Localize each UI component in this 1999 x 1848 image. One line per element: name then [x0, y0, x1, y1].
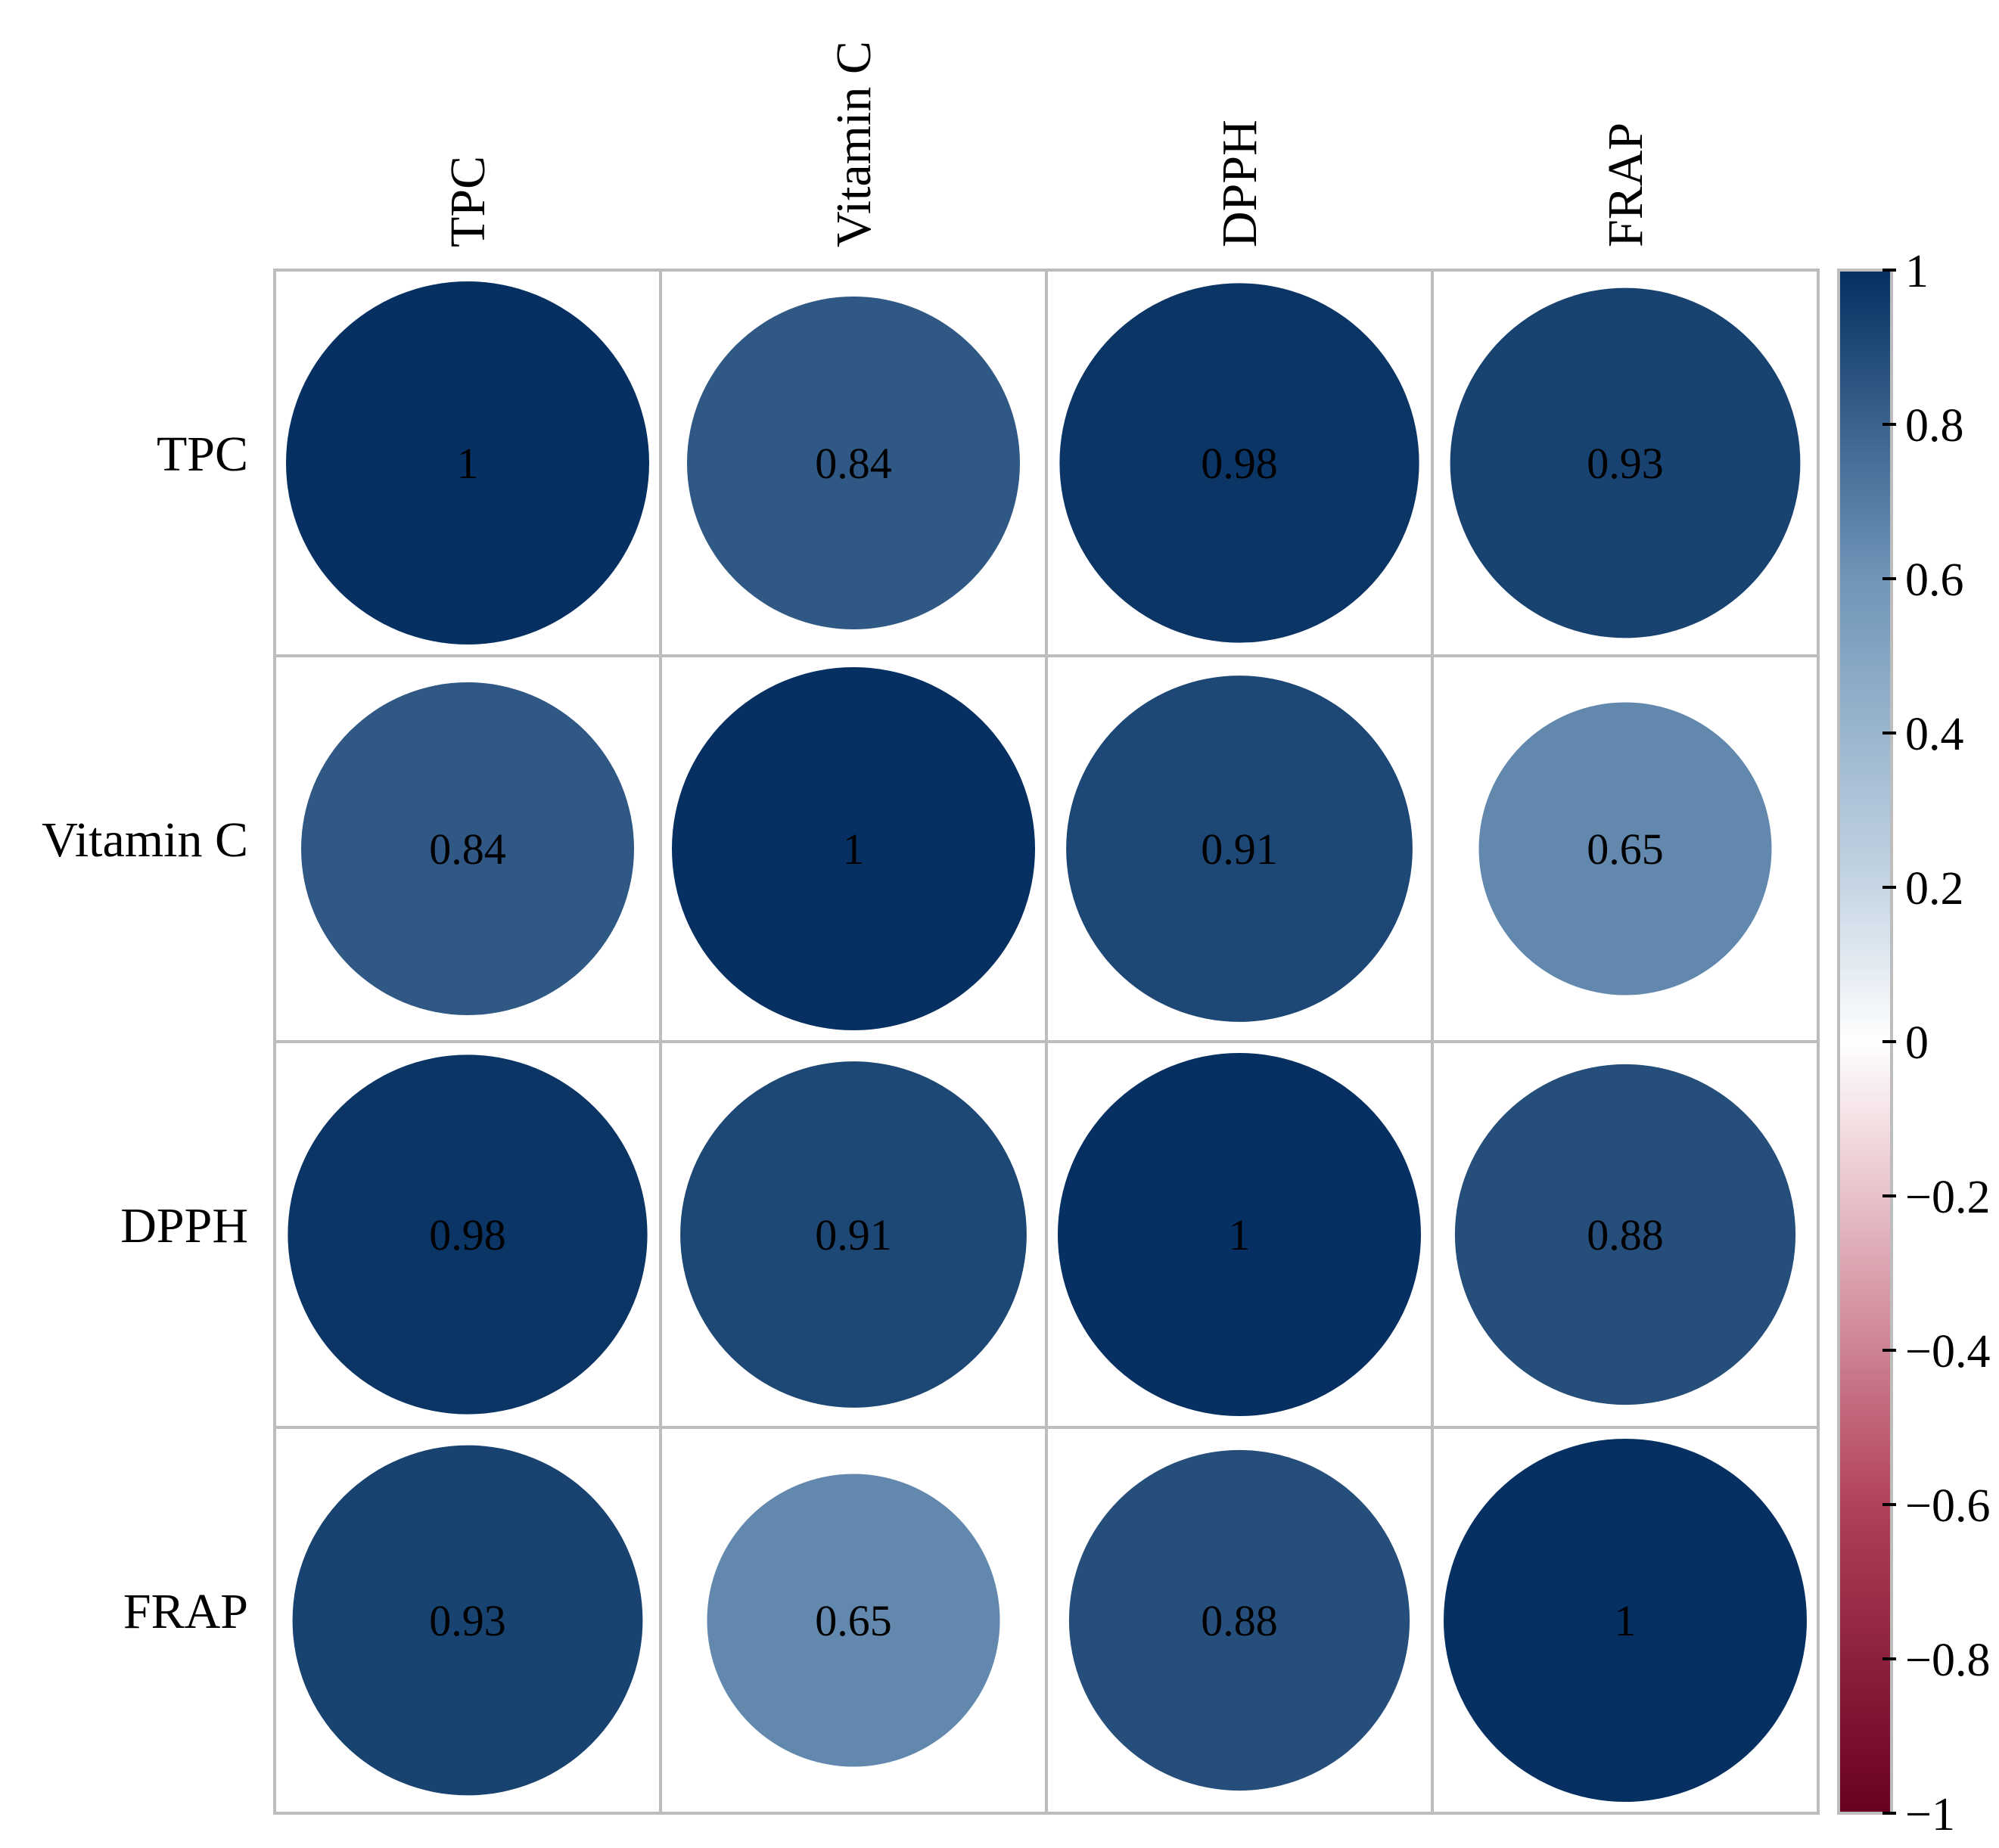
- column-label: Vitamin C: [826, 41, 881, 247]
- correlation-value-label: 1: [1229, 1210, 1251, 1259]
- correlation-circle: [1066, 676, 1413, 1022]
- colorbar-tick-label: −0.8: [1905, 1635, 1990, 1686]
- correlation-circle: [1059, 283, 1419, 643]
- correlation-marks: 1 0.84 0.98 0.93 0.84 1 0.91 0.65 0.98 0.91 1 0.88 0…: [286, 281, 1807, 1802]
- colorbar-tick-label: 0: [1905, 1017, 1929, 1069]
- correlation-circle: [707, 1474, 1000, 1767]
- correlation-circle: [288, 1054, 648, 1415]
- row-label: FRAP: [123, 1584, 248, 1639]
- row-label: DPPH: [120, 1198, 248, 1253]
- colorbar-tick-label: −0.2: [1905, 1172, 1990, 1223]
- column-labels: TPC Vitamin C DPPH FRAP: [440, 41, 1653, 247]
- correlation-value-label: 0.65: [815, 1596, 892, 1645]
- colorbar-tick-label: −0.6: [1905, 1480, 1990, 1532]
- plot-area: 1 0.84 0.98 0.93 0.84 1 0.91 0.65 0.98 0.91 1 0.88 0…: [42, 41, 1820, 1815]
- correlation-circle: [1450, 287, 1801, 638]
- grid: [273, 269, 1820, 1815]
- correlation-value-label: 0.91: [1201, 825, 1278, 874]
- column-label: DPPH: [1212, 120, 1267, 247]
- correlation-value-label: 0.88: [1201, 1596, 1278, 1645]
- colorbar-tick-label: 0.8: [1905, 400, 1964, 452]
- colorbar-tick-label: −0.4: [1905, 1326, 1990, 1377]
- correlation-circle: [680, 1061, 1027, 1408]
- row-label: TPC: [157, 427, 248, 482]
- row-labels: TPC Vitamin C DPPH FRAP: [42, 427, 248, 1639]
- correlation-circle: [687, 297, 1020, 629]
- correlation-circle: [286, 281, 649, 644]
- correlation-value-label: 0.65: [1587, 825, 1664, 874]
- row-label: Vitamin C: [42, 812, 248, 868]
- correlation-value-label: 0.84: [429, 825, 506, 874]
- colorbar-tick-label: −1: [1905, 1789, 1955, 1840]
- grid-cell: [1431, 1426, 1820, 1815]
- correlation-value-label: 0.93: [429, 1596, 506, 1645]
- correlation-circle: [1444, 1439, 1807, 1802]
- correlation-circle: [1068, 1449, 1410, 1791]
- correlation-circle: [1058, 1053, 1421, 1416]
- correlation-value-label: 1: [1615, 1596, 1637, 1645]
- correlation-value-label: 0.84: [815, 439, 892, 488]
- correlation-value-label: 1: [843, 825, 865, 874]
- correlation-circle: [301, 682, 634, 1015]
- correlation-value-label: 0.98: [429, 1210, 506, 1259]
- column-label: TPC: [440, 156, 496, 247]
- correlation-value-label: 0.98: [1201, 439, 1278, 488]
- colorbar-tick-label: 0.6: [1905, 554, 1964, 606]
- correlation-value-label: 0.91: [815, 1210, 892, 1259]
- correlation-value-label: 0.93: [1587, 439, 1664, 488]
- column-label: FRAP: [1598, 123, 1653, 247]
- correlation-circle: [672, 667, 1035, 1030]
- colorbar: 1 0.8 0.6 0.4 0.2 0 −0.2 −0.4 −0.6 −0.8 −1: [1837, 246, 1990, 1840]
- correlation-value-label: 1: [457, 439, 479, 488]
- correlation-circle: [1478, 702, 1772, 995]
- colorbar-tick-label: 0.4: [1905, 709, 1964, 760]
- correlation-circle: [292, 1445, 643, 1796]
- correlation-value-label: 0.88: [1587, 1210, 1664, 1259]
- colorbar-tick-label: 0.2: [1905, 863, 1964, 915]
- colorbar-tick-label: 1: [1905, 246, 1929, 297]
- correlation-circle: [1454, 1064, 1796, 1405]
